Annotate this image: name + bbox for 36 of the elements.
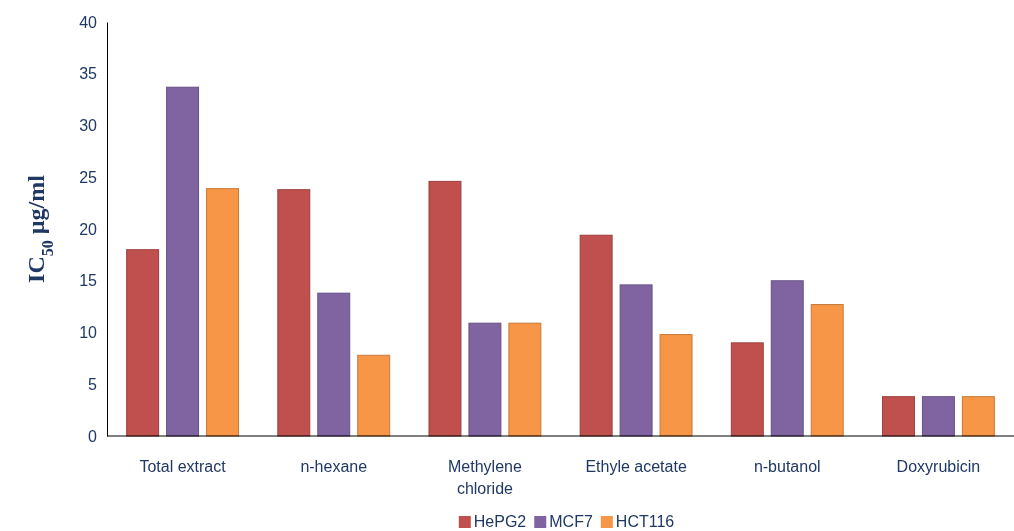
bar [579, 234, 613, 437]
bar [206, 188, 240, 437]
x-tick-label: Ethyle acetate [585, 458, 687, 475]
bar [961, 396, 995, 437]
y-tick-label: 25 [79, 168, 98, 186]
bar [468, 322, 502, 437]
x-tick-label: Methylene chloride [448, 458, 522, 497]
bar [921, 396, 955, 437]
y-tick-label: 15 [79, 272, 98, 290]
y-tick-label: 0 [88, 427, 98, 445]
bar [166, 86, 200, 437]
bar [730, 342, 764, 437]
bar [317, 292, 351, 437]
x-tick-label: n-hexane [300, 458, 368, 475]
legend-label: HCT116 [615, 513, 675, 530]
x-tick-label: Total extract [139, 458, 227, 475]
legend-label: HePG2 [473, 513, 527, 530]
x-tick-label: Doxyrubicin [896, 458, 981, 475]
y-tick-label: 35 [79, 65, 98, 83]
x-tick-label: n-butanol [753, 458, 821, 475]
bar [277, 189, 311, 437]
y-tick-label: 10 [79, 324, 98, 342]
bar [659, 334, 693, 437]
y-tick-label: 30 [79, 117, 98, 135]
bar [619, 284, 653, 437]
legend-label: MCF7 [549, 513, 593, 530]
y-tick-label: 20 [79, 220, 98, 238]
bar [508, 322, 542, 437]
y-tick-label: 5 [88, 375, 98, 393]
bar [881, 396, 915, 437]
bar [810, 304, 844, 437]
bar [126, 249, 160, 437]
bar [770, 280, 804, 437]
bar [428, 180, 462, 437]
bar [357, 354, 391, 437]
y-tick-label: 40 [79, 13, 98, 31]
